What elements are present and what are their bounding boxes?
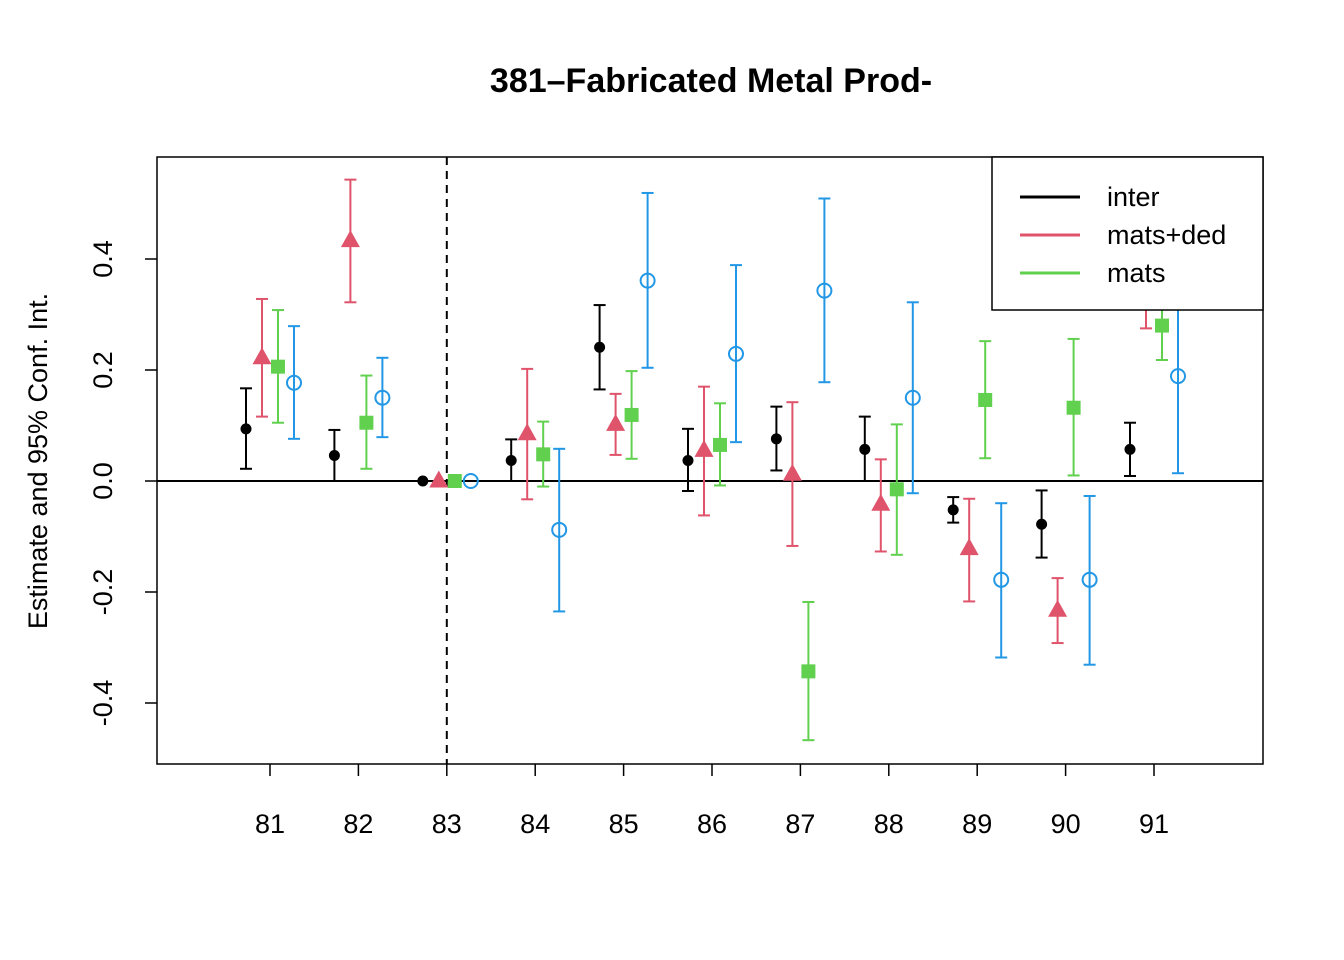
data-point: [429, 470, 449, 488]
x-tick-label: 85: [609, 809, 639, 839]
plot-frame: [156, 156, 1264, 765]
legend-label: mats+ded: [1107, 220, 1226, 250]
data-point: [904, 389, 921, 406]
data-point: [728, 345, 744, 362]
data-point: [713, 437, 727, 452]
data-point: [782, 463, 802, 481]
data-point: [694, 439, 714, 457]
data-point: [959, 538, 979, 556]
x-tick-label: 87: [785, 809, 815, 839]
data-point: [816, 282, 833, 299]
legend-label: inter: [1107, 182, 1160, 212]
data-point: [447, 474, 462, 488]
series-mats: [271, 291, 1169, 742]
series-inter: [240, 304, 1136, 559]
data-point: [682, 454, 694, 466]
data-point: [1036, 518, 1048, 530]
x-tick-label: 84: [520, 809, 550, 839]
data-point: [1155, 318, 1169, 333]
series-unlabeled: [286, 191, 1186, 666]
x-tick-label: 88: [874, 809, 904, 839]
data-point: [1066, 400, 1081, 415]
x-axis: 81 82 83 84 85 86 87 88 89 90 91: [255, 764, 1169, 839]
data-point: [240, 423, 252, 435]
data-point: [1170, 368, 1186, 385]
data-point: [286, 374, 302, 391]
data-point: [606, 413, 626, 431]
data-point: [340, 230, 360, 248]
y-tick-label: 0.0: [88, 462, 118, 500]
legend: inter mats+ded mats: [991, 156, 1264, 311]
data-point: [801, 664, 816, 679]
data-point: [859, 443, 871, 455]
x-tick-label: 86: [697, 809, 727, 839]
data-point: [551, 521, 568, 538]
data-point: [993, 571, 1010, 588]
chart-title: 381–Fabricated Metal Prod-: [490, 62, 932, 100]
data-point: [252, 347, 272, 365]
data-point: [517, 423, 537, 441]
x-tick-label: 89: [962, 809, 992, 839]
x-tick-label: 81: [255, 809, 285, 839]
legend-label: mats: [1107, 258, 1166, 288]
data-point: [947, 504, 959, 516]
data-layer: [240, 178, 1186, 742]
data-point: [374, 389, 391, 406]
x-tick-label: 82: [343, 809, 373, 839]
y-axis-label: Estimate and 95% Conf. Int.: [23, 293, 53, 629]
data-point: [1124, 443, 1136, 455]
x-tick-label: 83: [432, 809, 462, 839]
data-point: [889, 482, 904, 497]
y-tick-label: 0.2: [88, 351, 118, 389]
data-point: [271, 359, 285, 374]
plot-area: 81 82 83 84 85 86 87 88 89 90 91 -0.4 -0.2 0.0 0.2 0.4: [88, 156, 1264, 839]
data-point: [328, 449, 340, 461]
x-tick-label: 90: [1051, 809, 1081, 839]
data-point: [505, 454, 517, 466]
y-tick-label: -0.4: [88, 680, 118, 727]
data-point: [417, 475, 429, 487]
data-point: [462, 473, 479, 489]
y-tick-label: -0.2: [88, 569, 118, 616]
data-point: [1048, 599, 1068, 617]
data-point: [594, 341, 606, 353]
data-point: [536, 447, 551, 462]
data-point: [978, 392, 993, 407]
data-point: [1081, 571, 1098, 588]
data-point: [624, 407, 639, 422]
data-point: [359, 415, 374, 430]
x-tick-label: 91: [1139, 809, 1169, 839]
data-point: [871, 493, 891, 511]
data-point: [770, 433, 782, 445]
y-tick-label: 0.4: [88, 240, 118, 278]
y-axis: -0.4 -0.2 0.0 0.2 0.4: [88, 240, 157, 726]
data-point: [639, 272, 656, 289]
